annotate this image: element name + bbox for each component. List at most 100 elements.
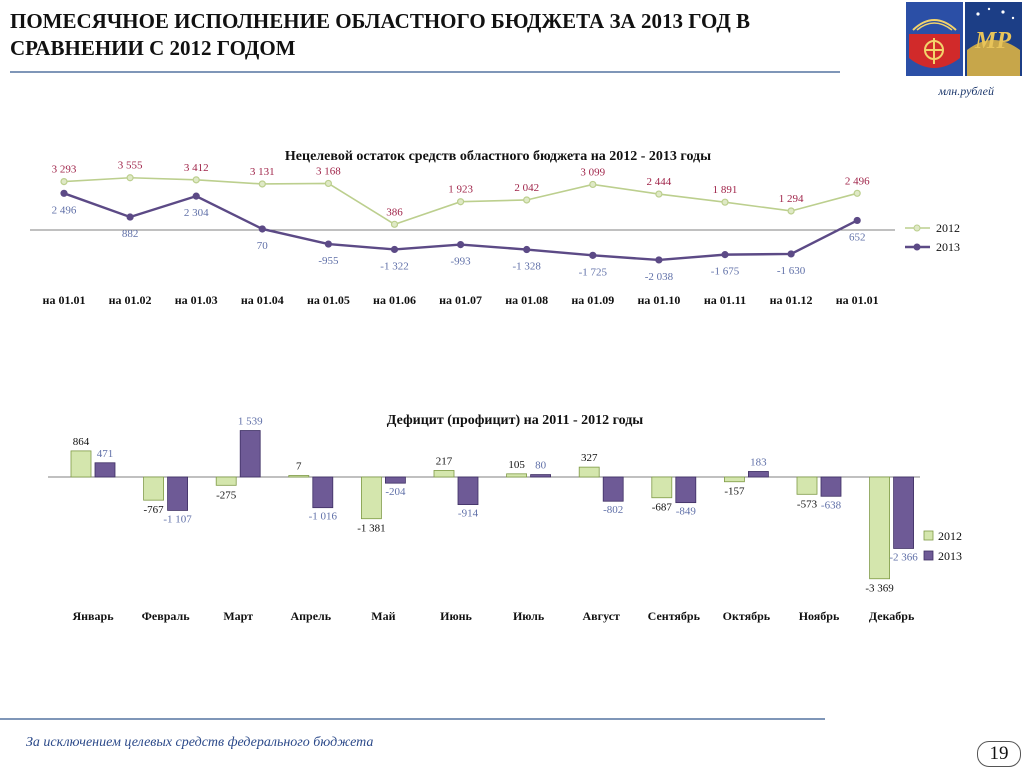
line-point-2013 [192, 192, 200, 200]
footer-note: За исключением целевых средств федеральн… [26, 735, 374, 750]
bar-legend-swatch-2012 [923, 530, 934, 541]
bar-2012 [70, 450, 92, 478]
bar-chart-category-label: Июль [513, 609, 545, 623]
bar-data-label-2013: 183 [750, 456, 767, 468]
bar-chart-category-label: Май [371, 609, 395, 623]
line-data-label-2012: 386 [386, 206, 403, 218]
line-chart-category-label: на 01.01 [836, 293, 879, 307]
line-point-2013 [457, 240, 465, 249]
bar-2012 [288, 475, 310, 478]
bar-chart-category-label: Сентябрь [648, 609, 701, 623]
line-point-2012 [787, 207, 795, 215]
title-divider [10, 71, 840, 73]
line-data-label-2013: -993 [451, 256, 472, 268]
bar-chart: Дефицит (профицит) на 2011 - 2012 годы Я… [48, 413, 962, 623]
line-chart-category-label: на 01.04 [241, 293, 284, 307]
line-data-label-2013: -2 038 [645, 271, 674, 283]
line-chart-category-label: на 01.11 [704, 293, 746, 307]
line-data-label-2012: 3 293 [52, 164, 77, 176]
bar-chart-category-label: Август [582, 609, 620, 623]
line-point-2013 [390, 245, 399, 254]
bar-2012 [651, 476, 673, 499]
line-point-2012 [523, 196, 531, 204]
bar-2012 [506, 473, 528, 478]
line-chart-category-label: на 01.10 [637, 293, 680, 307]
line-point-2013 [60, 189, 68, 197]
line-data-label-2013: 70 [257, 240, 269, 252]
bar-2012 [724, 476, 745, 483]
bar-2013 [530, 474, 551, 478]
line-point-2013 [258, 225, 266, 233]
bar-data-label-2013: -2 366 [889, 551, 918, 563]
line-point-2012 [324, 179, 332, 188]
line-data-label-2012: 3 168 [316, 165, 341, 177]
bar-2012 [578, 466, 600, 478]
line-chart-category-label: на 01.06 [373, 293, 416, 307]
line-point-2012 [589, 180, 597, 189]
line-point-2012 [258, 180, 266, 188]
line-data-label-2013: -1 322 [380, 260, 408, 272]
line-data-label-2013: -955 [318, 255, 339, 267]
line-point-2012 [853, 189, 861, 197]
line-legend-label-2012: 2012 [936, 221, 960, 235]
bar-data-label-2013: -1 016 [309, 511, 338, 523]
line-chart-category-label: на 01.09 [571, 293, 614, 307]
emblem-text: МР [974, 28, 1011, 54]
bar-legend-label-2013: 2013 [938, 549, 962, 563]
line-data-label-2012: 1 891 [713, 184, 738, 196]
bar-2012 [869, 476, 890, 580]
line-point-2012 [655, 190, 663, 198]
bar-chart-title: Дефицит (профицит) на 2011 - 2012 годы [387, 413, 644, 428]
line-data-label-2012: 2 042 [514, 182, 539, 194]
bar-legend-swatch-2013 [923, 550, 934, 561]
bar-data-label-2012: 327 [581, 452, 598, 464]
bar-data-label-2013: 471 [97, 448, 114, 460]
bar-data-label-2013: -914 [458, 508, 479, 520]
bar-chart-category-label: Март [223, 609, 253, 623]
line-point-2012 [457, 198, 465, 206]
bar-2013 [239, 430, 261, 478]
line-point-2012 [126, 174, 134, 182]
bar-2013 [675, 476, 697, 504]
line-point-2013 [853, 216, 861, 225]
bar-chart-category-label: Декабрь [869, 609, 915, 623]
bar-2013 [748, 471, 769, 478]
line-data-label-2013: -1 328 [512, 261, 541, 273]
line-data-label-2013: 2 496 [52, 204, 77, 216]
bar-2012 [215, 476, 237, 486]
line-legend-label-2013: 2013 [936, 240, 960, 254]
line-data-label-2012: 2 444 [647, 176, 672, 188]
bar-data-label-2012: -767 [144, 504, 165, 516]
bar-data-label-2013: -638 [821, 499, 842, 511]
line-data-label-2012: 3 131 [250, 166, 275, 178]
line-data-label-2012: 1 923 [448, 184, 473, 196]
line-data-label-2013: 2 304 [184, 207, 209, 219]
line-point-2013 [126, 213, 134, 221]
bar-2012 [360, 476, 382, 520]
line-point-2013 [523, 245, 531, 254]
line-data-label-2013: 882 [122, 228, 139, 240]
bar-data-label-2012: 217 [436, 455, 453, 467]
bar-data-label-2012: -3 369 [865, 583, 894, 595]
unit-label: млн.рублей [938, 84, 994, 98]
bar-data-label-2012: -157 [724, 486, 745, 498]
bar-2012 [143, 476, 165, 501]
bar-chart-category-label: Февраль [142, 609, 191, 623]
regional-emblems: МР [903, 0, 1024, 78]
line-point-2013 [655, 256, 663, 264]
line-point-2012 [192, 176, 200, 184]
line-chart-category-label: на 01.05 [307, 293, 350, 307]
bar-2012 [796, 476, 818, 495]
bar-chart-category-label: Июнь [440, 609, 472, 623]
bar-data-label-2013: -204 [385, 486, 406, 498]
line-data-label-2013: -1 725 [579, 266, 608, 278]
bar-data-label-2012: 864 [73, 436, 90, 448]
bar-chart-category-label: Январь [72, 609, 114, 623]
bar-2013 [312, 476, 334, 509]
bar-2013 [167, 476, 189, 511]
line-legend-marker-2013 [913, 243, 921, 251]
bar-data-label-2013: -1 107 [163, 513, 192, 525]
line-point-2012 [60, 177, 68, 186]
bar-chart-category-label: Апрель [290, 609, 331, 623]
bar-data-label-2012: -687 [652, 502, 673, 514]
